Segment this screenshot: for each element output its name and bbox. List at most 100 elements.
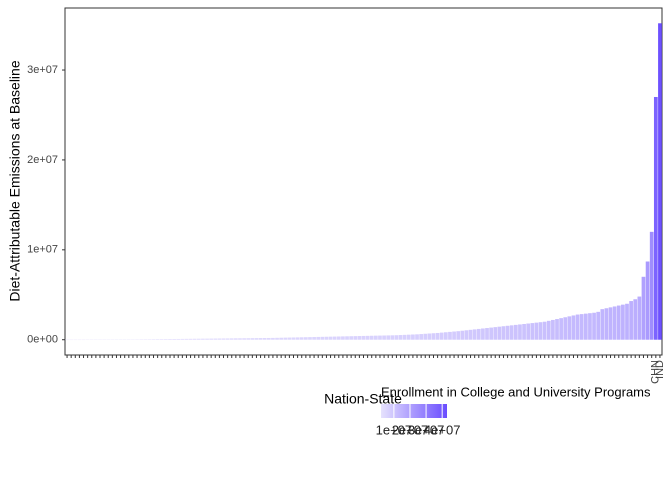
bar xyxy=(373,335,378,340)
bar xyxy=(299,337,304,340)
bar xyxy=(155,339,160,340)
bar xyxy=(645,261,650,340)
bar xyxy=(349,336,354,340)
bar xyxy=(390,335,395,340)
bar xyxy=(443,332,448,340)
colorbar xyxy=(381,404,447,418)
bar xyxy=(616,305,621,340)
bar xyxy=(254,338,259,340)
bar xyxy=(625,303,629,340)
bar xyxy=(423,333,428,340)
bar xyxy=(287,337,292,340)
bar xyxy=(205,338,209,340)
bar xyxy=(172,338,176,340)
bar xyxy=(291,337,296,340)
bar xyxy=(336,336,341,340)
bar xyxy=(526,323,531,340)
y-axis-label: Diet-Attributable Emissions at Baseline xyxy=(7,60,23,301)
y-tick-label: 1e+07 xyxy=(27,244,58,256)
bar xyxy=(345,336,349,340)
bar xyxy=(497,326,502,340)
bar xyxy=(435,332,440,340)
bar xyxy=(369,335,374,340)
bar xyxy=(365,335,370,340)
bar xyxy=(250,338,255,340)
bar xyxy=(328,336,333,340)
bar xyxy=(538,322,543,340)
bar xyxy=(551,319,555,340)
bar xyxy=(262,338,267,340)
bar xyxy=(559,318,563,340)
bar xyxy=(308,337,312,340)
bar xyxy=(196,338,201,340)
bar xyxy=(600,309,605,340)
bar xyxy=(641,276,646,340)
bar xyxy=(234,338,238,340)
bar xyxy=(357,336,362,340)
bar xyxy=(575,314,580,340)
bar xyxy=(468,329,473,340)
legend-tick-label: 3e+07 xyxy=(408,422,445,437)
bar xyxy=(501,326,506,340)
bar xyxy=(563,317,568,340)
bar xyxy=(361,335,366,340)
bar xyxy=(332,336,337,340)
bar xyxy=(180,338,185,340)
bar xyxy=(592,312,596,340)
bar xyxy=(217,338,222,340)
bar xyxy=(229,338,234,340)
bar xyxy=(653,96,658,340)
bar xyxy=(271,337,275,340)
bar xyxy=(295,337,300,340)
legend-tick-label: 2e+07 xyxy=(392,422,429,437)
bar xyxy=(448,331,452,340)
bar xyxy=(184,338,189,340)
bar xyxy=(596,311,601,340)
bar xyxy=(612,306,617,340)
bar xyxy=(258,338,263,340)
bar xyxy=(316,336,321,340)
bar xyxy=(637,296,642,340)
bar xyxy=(304,337,308,340)
bar xyxy=(456,331,461,340)
bar xyxy=(472,329,477,340)
bar xyxy=(221,338,226,340)
bar xyxy=(238,338,242,340)
bar xyxy=(266,337,271,340)
bar xyxy=(188,338,193,340)
legend-title: Enrollment in College and University Pro… xyxy=(381,384,651,399)
bar xyxy=(427,333,432,340)
bar xyxy=(382,335,386,340)
bar xyxy=(476,328,481,340)
bar xyxy=(658,23,662,340)
bar xyxy=(629,301,633,340)
bar xyxy=(402,334,407,340)
bar xyxy=(164,339,168,340)
bar xyxy=(439,332,444,340)
bar xyxy=(649,231,654,340)
bar xyxy=(168,339,172,340)
bar xyxy=(415,334,419,340)
x-axis-label: Nation-State xyxy=(324,391,402,407)
bar xyxy=(633,299,638,340)
legend-tick-label: 1e+07 xyxy=(376,422,413,437)
bar xyxy=(588,313,592,340)
legend-tick-label: 4e+07 xyxy=(424,422,461,437)
bar xyxy=(283,337,288,340)
bar xyxy=(275,337,279,340)
y-tick-label: 3e+07 xyxy=(27,64,58,76)
bar xyxy=(246,338,251,340)
bar xyxy=(534,322,539,340)
bar xyxy=(225,338,230,340)
bar xyxy=(608,307,613,340)
x-tick-label: IND xyxy=(654,360,666,379)
bar xyxy=(452,331,456,340)
bar xyxy=(320,336,325,340)
y-tick-label: 2e+07 xyxy=(27,154,58,166)
bar xyxy=(571,315,576,340)
bar xyxy=(159,339,164,340)
bar xyxy=(312,337,316,340)
bar xyxy=(209,338,214,340)
bar xyxy=(493,327,498,340)
